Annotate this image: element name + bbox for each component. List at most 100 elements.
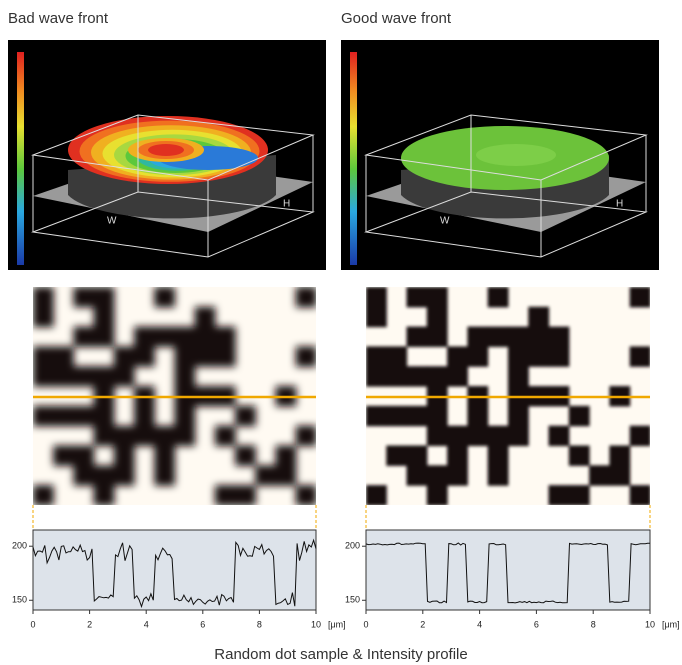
- dot: [53, 445, 74, 466]
- dot: [73, 465, 95, 486]
- dot: [235, 485, 256, 505]
- dot: [134, 425, 155, 447]
- dot: [295, 346, 316, 367]
- dot: [93, 465, 115, 486]
- dot: [154, 445, 175, 466]
- dot: [33, 346, 54, 367]
- dot-image: [33, 287, 316, 505]
- dot: [73, 405, 95, 427]
- dot: [53, 366, 74, 387]
- dot: [426, 425, 448, 447]
- dot: [508, 346, 529, 367]
- dot: [568, 485, 590, 505]
- dot: [568, 445, 590, 466]
- dot: [93, 287, 115, 308]
- surface-shade: [476, 144, 556, 166]
- profile-trace: [32, 538, 317, 609]
- dot: [33, 366, 54, 387]
- dot: [467, 326, 489, 347]
- dot: [366, 485, 387, 505]
- dot: [174, 366, 196, 387]
- panel-title: Bad wave front: [8, 10, 109, 27]
- x-tick-label: 10: [311, 619, 321, 629]
- dot: [235, 405, 256, 427]
- dot: [73, 366, 95, 387]
- dot: [214, 485, 236, 505]
- dot-pattern: [33, 287, 316, 505]
- dot: [609, 445, 631, 466]
- dot: [467, 405, 489, 427]
- dot: [406, 405, 428, 427]
- dot: [386, 405, 408, 427]
- dot: [33, 405, 54, 427]
- dot: [426, 465, 448, 486]
- x-tick-label: 10: [645, 619, 655, 629]
- x-unit: [μm]: [662, 619, 680, 629]
- dot: [447, 425, 468, 447]
- surface-ring: [148, 144, 184, 156]
- dot: [134, 346, 155, 367]
- dot: [508, 366, 529, 387]
- dot: [53, 405, 74, 427]
- dot: [295, 287, 316, 308]
- dot: [528, 346, 550, 367]
- dot: [447, 366, 468, 387]
- dot: [174, 405, 196, 427]
- dot: [73, 445, 95, 466]
- caption: Random dot sample & Intensity profile: [214, 646, 467, 663]
- dot: [53, 346, 74, 367]
- dot: [366, 405, 387, 427]
- dot: [174, 346, 196, 367]
- axis-label: H: [616, 199, 623, 210]
- dot: [174, 425, 196, 447]
- dot: [406, 465, 428, 486]
- dot: [609, 465, 631, 486]
- dot: [548, 485, 570, 505]
- dot: [154, 465, 175, 486]
- dot: [487, 287, 509, 308]
- dot: [568, 405, 590, 427]
- dot: [214, 326, 236, 347]
- dot: [93, 485, 115, 505]
- dot: [93, 326, 115, 347]
- dot: [154, 425, 175, 447]
- dot: [93, 366, 115, 387]
- dot: [134, 326, 155, 347]
- y-tick-label: 200: [12, 541, 27, 551]
- dot: [487, 425, 509, 447]
- dot: [194, 346, 216, 367]
- dot: [93, 306, 115, 328]
- dot: [93, 405, 115, 427]
- color-bar: [17, 52, 24, 265]
- axis-label: W: [440, 216, 450, 227]
- dot: [235, 445, 256, 466]
- dot: [73, 326, 95, 347]
- dot: [487, 445, 509, 466]
- dot: [406, 287, 428, 308]
- dot: [447, 465, 468, 486]
- panel-title: Good wave front: [341, 10, 452, 27]
- dot: [629, 287, 650, 308]
- axis-label: H: [283, 199, 290, 210]
- dot: [275, 465, 297, 486]
- dot: [33, 287, 54, 308]
- dot: [447, 346, 468, 367]
- dot: [629, 346, 650, 367]
- dot: [548, 425, 570, 447]
- dot: [406, 366, 428, 387]
- dot: [113, 465, 135, 486]
- dot: [528, 306, 550, 328]
- dot: [508, 425, 529, 447]
- dot: [113, 425, 135, 447]
- x-tick-label: 8: [591, 619, 596, 629]
- dot: [275, 445, 297, 466]
- dot: [194, 326, 216, 347]
- dot: [33, 306, 54, 328]
- dot: [93, 425, 115, 447]
- y-tick-label: 150: [345, 595, 360, 605]
- dot: [295, 425, 316, 447]
- dot: [214, 346, 236, 367]
- dot: [406, 326, 428, 347]
- dot: [255, 465, 277, 486]
